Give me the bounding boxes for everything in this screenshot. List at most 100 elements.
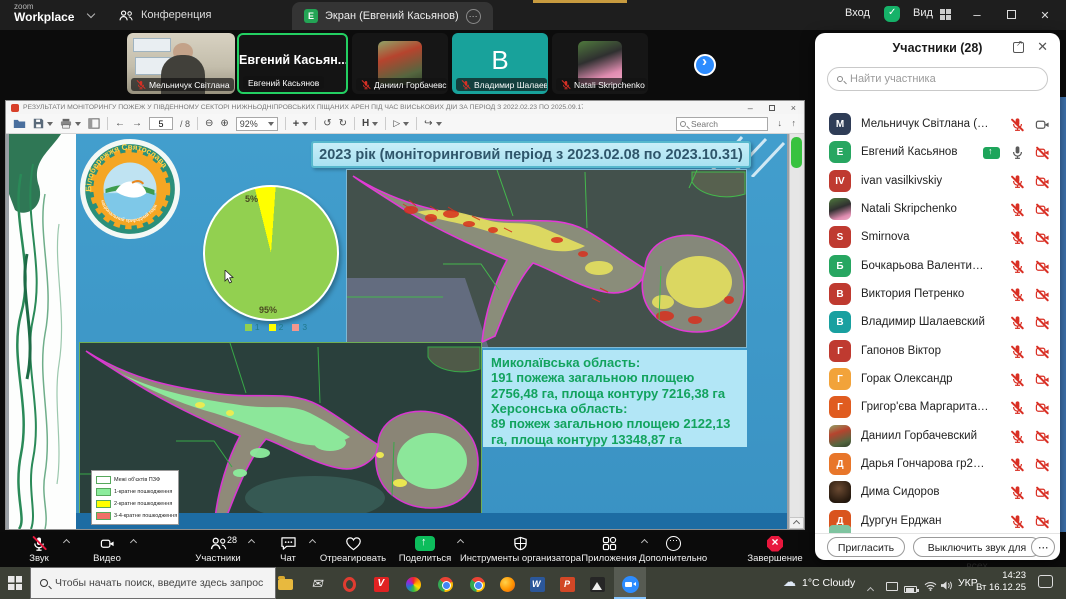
save-button[interactable] <box>33 118 53 129</box>
search-next-button[interactable]: ↓ <box>777 118 783 128</box>
pdf-search-box[interactable] <box>676 117 768 131</box>
notification-center-icon[interactable] <box>1038 575 1053 588</box>
video-tile-shalaevskiy[interactable]: B Владимир Шалаевский <box>452 33 548 94</box>
forward-button[interactable]: → <box>132 118 142 129</box>
participant-row[interactable]: Natali Skripchenko <box>815 197 1060 223</box>
mic-muted-icon[interactable] <box>1010 174 1025 189</box>
camera-muted-icon[interactable] <box>1035 259 1050 274</box>
camera-muted-icon[interactable] <box>1035 315 1050 330</box>
pdf-window-titlebar[interactable]: РЕЗУЛЬТАТИ МОНІТОРИНГУ ПОЖЕЖ У ПІВДЕННОМ… <box>6 101 804 114</box>
participant-row[interactable]: IV ivan vasilkivskiy <box>815 169 1060 195</box>
pdf-close-button[interactable] <box>791 103 796 113</box>
camera-muted-icon[interactable] <box>1035 400 1050 415</box>
chevron-down-icon[interactable] <box>86 9 96 19</box>
mail-icon[interactable]: ✉ <box>311 576 323 591</box>
participant-row[interactable]: Даниил Горбачевский <box>815 424 1060 450</box>
highlight-tool-button[interactable]: H <box>362 118 379 129</box>
chrome-icon[interactable] <box>432 571 458 597</box>
taskbar-search-box[interactable]: Чтобы начать поиск, введите здесь запрос <box>30 567 276 599</box>
video-options-caret[interactable] <box>129 538 138 547</box>
participants-button[interactable]: 28 Участники <box>195 535 241 564</box>
mic-muted-icon[interactable] <box>1010 230 1025 245</box>
participant-row[interactable]: Г Гапонов Віктор <box>815 339 1060 365</box>
tray-expand-icon[interactable] <box>866 580 875 598</box>
audio-button[interactable]: Звук <box>16 535 62 564</box>
window-close-button[interactable] <box>1028 0 1062 30</box>
camera-muted-icon[interactable] <box>1035 514 1050 529</box>
camera-muted-icon[interactable] <box>1035 457 1050 472</box>
mic-muted-icon[interactable] <box>1010 117 1025 132</box>
pdf-scrollbar[interactable] <box>789 134 804 529</box>
participants-list[interactable]: М Мельничук Світлана (Организатор, я) Е … <box>815 97 1060 533</box>
participant-row[interactable]: В Виктория Петренко <box>815 282 1060 308</box>
chrome-profile-icon[interactable] <box>464 571 490 597</box>
zoom-app-icon[interactable] <box>617 571 643 597</box>
mic-muted-icon[interactable] <box>1010 514 1025 529</box>
participant-row[interactable]: Г Григор'єва Маргарита1281 <box>815 395 1060 421</box>
weather-text[interactable]: 1°C Cloudy <box>802 577 856 589</box>
share-screen-button[interactable]: Поделиться <box>394 535 456 564</box>
select-tool-button[interactable]: ▷ <box>393 118 410 129</box>
audio-options-caret[interactable] <box>62 538 71 547</box>
participant-row[interactable]: Б Бочкарьова Валентина 5271 <box>815 254 1060 280</box>
tab-screen-share[interactable]: E Экран (Евгений Касьянов) <box>292 2 493 30</box>
mic-muted-icon[interactable] <box>1010 202 1025 217</box>
participant-row[interactable]: Г Горак Олександр <box>815 367 1060 393</box>
scroll-up-button[interactable] <box>789 517 804 529</box>
tab-more-icon[interactable] <box>465 8 481 24</box>
more-button[interactable]: Дополнительно <box>636 535 710 564</box>
security-shield-icon[interactable] <box>884 6 900 22</box>
participant-row[interactable]: М Мельничук Світлана (Организатор, я) <box>815 112 1060 138</box>
video-button[interactable]: Видео <box>84 535 130 564</box>
camera-muted-icon[interactable] <box>1035 145 1050 160</box>
camera-on-icon[interactable] <box>1035 117 1050 132</box>
react-button[interactable]: Отреагировать <box>315 535 391 564</box>
pdf-minimize-button[interactable] <box>748 103 753 113</box>
participant-row[interactable]: В Владимир Шалаевский <box>815 310 1060 336</box>
pdf-maximize-button[interactable] <box>768 103 775 113</box>
mic-muted-icon[interactable] <box>1010 457 1025 472</box>
page-number-input[interactable] <box>149 117 173 130</box>
word-icon[interactable] <box>524 571 550 597</box>
mic-muted-icon[interactable] <box>1010 287 1025 302</box>
window-maximize-button[interactable] <box>994 0 1028 30</box>
language-indicator[interactable]: УКР <box>958 577 978 589</box>
zoom-in-button[interactable]: ⊕ <box>220 118 229 129</box>
red-app-icon[interactable] <box>368 571 394 597</box>
participant-row[interactable]: Дима Сидоров <box>815 480 1060 506</box>
weather-cloud-icon[interactable]: ☁ <box>783 574 796 589</box>
camera-muted-icon[interactable] <box>1035 230 1050 245</box>
mic-muted-icon[interactable] <box>1010 372 1025 387</box>
participant-search-box[interactable] <box>827 67 1048 91</box>
pan-tool-button[interactable]: + <box>293 118 309 130</box>
mic-muted-icon[interactable] <box>1010 429 1025 444</box>
open-file-icon[interactable] <box>13 118 26 129</box>
video-tile-gorbachevskiy[interactable]: Даниил Горбачевский <box>352 33 448 94</box>
camera-muted-icon[interactable] <box>1035 344 1050 359</box>
window-minimize-button[interactable] <box>960 0 994 30</box>
opera-icon[interactable] <box>336 571 362 597</box>
powerpoint-icon[interactable] <box>554 571 580 597</box>
camera-muted-icon[interactable] <box>1035 202 1050 217</box>
pdf-search-input[interactable] <box>689 118 759 130</box>
close-icon[interactable] <box>1037 39 1048 55</box>
tab-meeting[interactable]: Конференция <box>118 0 211 30</box>
participant-search-input[interactable] <box>848 72 1038 86</box>
participant-row[interactable]: S Smirnova <box>815 225 1060 251</box>
invite-button[interactable]: Пригласить <box>827 537 905 557</box>
more-options-button[interactable] <box>1031 537 1055 557</box>
next-participants-button[interactable] <box>694 53 716 76</box>
video-tile-skripchenko[interactable]: Natali Skripchenko <box>552 33 648 94</box>
camera-muted-icon[interactable] <box>1035 287 1050 302</box>
camera-muted-icon[interactable] <box>1035 174 1050 189</box>
firefox-icon[interactable] <box>494 571 520 597</box>
signin-button[interactable]: Вход <box>845 7 870 19</box>
sidebar-toggle-icon[interactable] <box>88 118 100 129</box>
zoom-out-button[interactable]: ⊖ <box>205 118 214 129</box>
mic-muted-icon[interactable] <box>1010 400 1025 415</box>
mic-muted-icon[interactable] <box>1010 485 1025 500</box>
video-tile-kasyanov-active[interactable]: Евгений Касьян... Евгений Касьянов <box>237 33 348 94</box>
participant-row[interactable]: Е Евгений Касьянов <box>815 140 1060 166</box>
view-button[interactable]: Вид <box>913 7 933 19</box>
apps-button[interactable]: Приложения <box>578 535 640 564</box>
